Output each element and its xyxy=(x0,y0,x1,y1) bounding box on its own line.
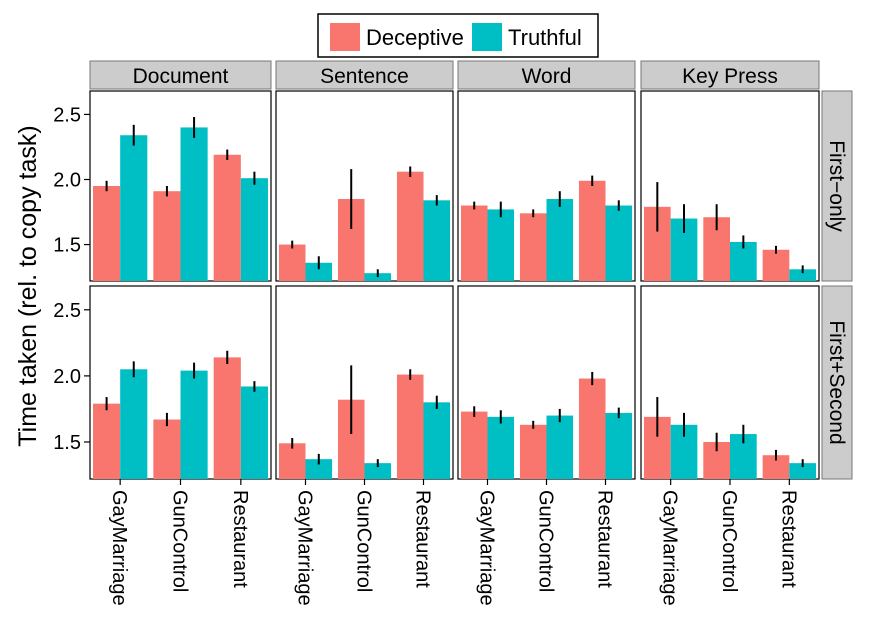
bar-deceptive-gaymarriage xyxy=(460,205,488,281)
strip-row-first-second xyxy=(821,285,853,480)
strip-label-word: Word xyxy=(522,65,572,88)
bar-truthful-restaurant xyxy=(605,412,633,479)
panel-document-first-second xyxy=(89,285,272,480)
bar-deceptive-restaurant xyxy=(213,357,241,479)
strip-row-first-only xyxy=(821,90,853,282)
bar-truthful-guncontrol xyxy=(180,370,208,479)
row-strips: First−only First+Second xyxy=(821,90,853,480)
column-strips: Document Sentence Word Key Press xyxy=(89,60,820,90)
bar-deceptive-gaymarriage xyxy=(278,443,306,479)
bar-truthful-restaurant xyxy=(423,200,451,281)
panel-document-first-only xyxy=(89,90,272,282)
bar-truthful-restaurant xyxy=(605,205,633,281)
x-axes: GayMarriage GunControl Restaurant GayMarria… xyxy=(108,479,799,606)
bar-truthful-gaymarriage xyxy=(487,416,515,479)
strip-column-document xyxy=(89,60,272,90)
x-tick-label-guncontrol: GunControl xyxy=(535,490,557,592)
y-tick-label: 1.5 xyxy=(53,235,81,257)
bar-deceptive-restaurant xyxy=(762,249,790,281)
bar-truthful-gaymarriage xyxy=(305,459,333,479)
y-tick-label: 2.5 xyxy=(53,300,81,322)
legend-key-truthful xyxy=(472,23,502,51)
x-tick-label-guncontrol: GunControl xyxy=(169,490,191,592)
y-axes: 1.5 2.0 2.5 1.5 2.0 2.5 xyxy=(53,104,90,454)
bar-truthful-guncontrol xyxy=(180,127,208,281)
strip-column-key-press xyxy=(640,60,820,90)
x-tick-label-guncontrol: GunControl xyxy=(353,490,375,592)
strip-label-first-only: First−only xyxy=(825,140,848,232)
panel-word-first-only xyxy=(457,90,636,282)
strip-label-key-press: Key Press xyxy=(682,65,778,88)
bar-truthful-restaurant xyxy=(240,178,268,281)
bar-truthful-restaurant xyxy=(789,269,817,281)
bar-deceptive-guncontrol xyxy=(153,191,181,281)
bar-deceptive-gaymarriage xyxy=(93,403,121,479)
x-tick-label-gaymarriage: GayMarriage xyxy=(294,490,316,606)
strip-column-word xyxy=(457,60,636,90)
bar-deceptive-guncontrol xyxy=(519,213,547,281)
legend: Deceptive Truthful xyxy=(317,13,599,58)
panel-sentence-first-second xyxy=(275,285,454,480)
bar-deceptive-gaymarriage xyxy=(278,244,306,281)
strip-label-first-second: First+Second xyxy=(825,320,848,444)
legend-label-deceptive: Deceptive xyxy=(366,25,464,50)
x-tick-label-restaurant: Restaurant xyxy=(777,490,799,588)
y-tick-label: 2.0 xyxy=(53,169,81,191)
strip-label-document: Document xyxy=(133,65,229,88)
y-tick-label: 2.5 xyxy=(53,104,81,126)
bar-deceptive-restaurant xyxy=(396,374,424,479)
bar-truthful-restaurant xyxy=(423,402,451,479)
x-tick-label-guncontrol: GunControl xyxy=(718,490,740,592)
bar-truthful-gaymarriage xyxy=(305,262,333,281)
bar-truthful-gaymarriage xyxy=(120,135,148,281)
bar-truthful-restaurant xyxy=(240,386,268,479)
strip-label-sentence: Sentence xyxy=(320,65,409,88)
bar-truthful-restaurant xyxy=(789,463,817,479)
x-tick-label-gaymarriage: GayMarriage xyxy=(476,490,498,606)
bar-truthful-gaymarriage xyxy=(120,369,148,479)
x-tick-label-restaurant: Restaurant xyxy=(594,490,616,588)
bar-deceptive-restaurant xyxy=(578,180,606,281)
panel-key-press-first-second xyxy=(640,285,820,480)
bar-deceptive-gaymarriage xyxy=(460,411,488,479)
legend-key-deceptive xyxy=(330,23,360,51)
bar-truthful-guncontrol xyxy=(546,415,574,479)
y-axis-title: Time taken (rel. to copy task) xyxy=(14,125,42,446)
x-tick-label-restaurant: Restaurant xyxy=(412,490,434,588)
bar-deceptive-restaurant xyxy=(396,171,424,281)
y-tick-label: 1.5 xyxy=(53,432,81,454)
panel-key-press-first-only xyxy=(640,90,820,282)
strip-column-sentence xyxy=(275,60,454,90)
bar-deceptive-restaurant xyxy=(213,154,241,281)
bar-truthful-guncontrol xyxy=(364,463,392,479)
x-tick-label-gaymarriage: GayMarriage xyxy=(108,490,130,606)
bar-truthful-gaymarriage xyxy=(487,209,515,281)
y-tick-label: 2.0 xyxy=(53,366,81,388)
x-tick-label-gaymarriage: GayMarriage xyxy=(659,490,681,606)
bar-deceptive-restaurant xyxy=(762,455,790,479)
panel-word-first-second xyxy=(457,285,636,480)
bar-deceptive-guncontrol xyxy=(519,424,547,479)
bar-truthful-guncontrol xyxy=(546,199,574,281)
panels xyxy=(89,90,820,480)
panel-sentence-first-only xyxy=(275,90,454,282)
legend-label-truthful: Truthful xyxy=(508,25,582,50)
bar-deceptive-restaurant xyxy=(578,378,606,479)
legend-box xyxy=(317,13,599,58)
bar-deceptive-guncontrol xyxy=(153,419,181,479)
x-tick-label-restaurant: Restaurant xyxy=(229,490,251,588)
bar-deceptive-gaymarriage xyxy=(93,186,121,281)
